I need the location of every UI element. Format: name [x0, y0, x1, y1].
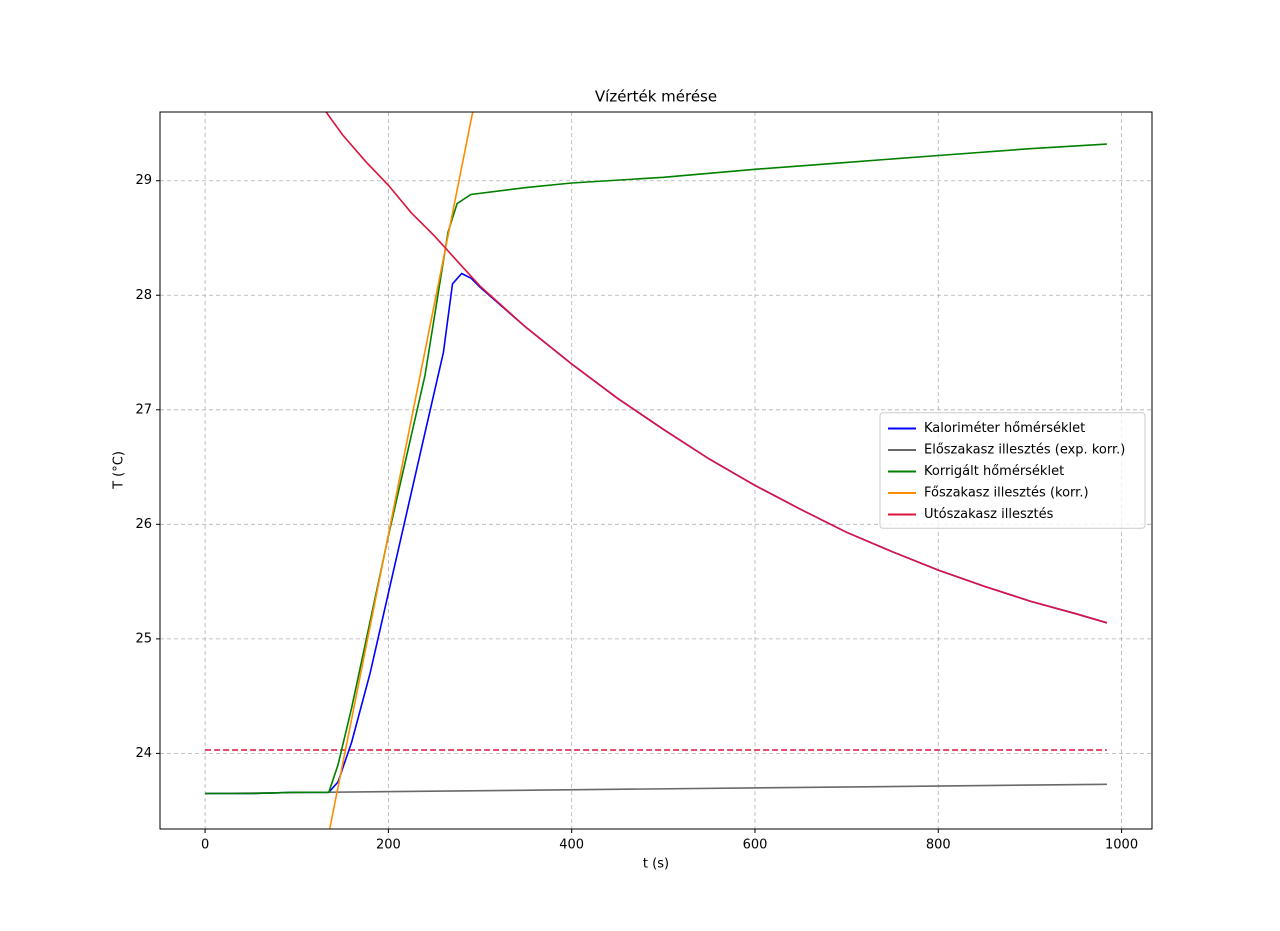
line-series — [325, 112, 1108, 624]
legend-box — [879, 412, 1146, 529]
plot-frame — [159, 111, 1153, 830]
y-tick-label: 25 — [135, 631, 152, 646]
legend-label: Utószakasz illesztés — [924, 507, 1054, 522]
x-tick-label: 1000 — [1105, 838, 1138, 853]
line-series — [205, 143, 1107, 795]
x-axis-label: t (s) — [643, 857, 669, 872]
y-tick-label: 27 — [135, 402, 152, 417]
x-tick-label: 400 — [559, 838, 584, 853]
y-tick-label: 24 — [135, 746, 152, 761]
x-tick-label: 200 — [376, 838, 401, 853]
line-series — [205, 783, 1107, 795]
x-tick-label: 600 — [743, 838, 768, 853]
legend-label: Kaloriméter hőmérséklet — [924, 421, 1085, 436]
chart-title: Vízérték mérése — [595, 88, 717, 106]
legend-label: Előszakasz illesztés (exp. korr.) — [924, 443, 1125, 458]
x-tick-label: 0 — [201, 838, 209, 853]
x-tick-label: 800 — [926, 838, 951, 853]
line-series — [328, 112, 474, 829]
y-tick-label: 26 — [135, 517, 152, 532]
y-tick-label: 29 — [135, 173, 152, 188]
legend: Kaloriméter hőmérséklet Előszakasz illesz… — [879, 412, 1146, 529]
y-axis-label: T (°C) — [112, 451, 127, 490]
plot-lines — [205, 112, 1108, 829]
legend-label: Főszakasz illesztés (korr.) — [924, 486, 1089, 501]
legend-label: Korrigált hőmérséklet — [924, 464, 1064, 479]
y-tick-label: 28 — [135, 288, 152, 303]
